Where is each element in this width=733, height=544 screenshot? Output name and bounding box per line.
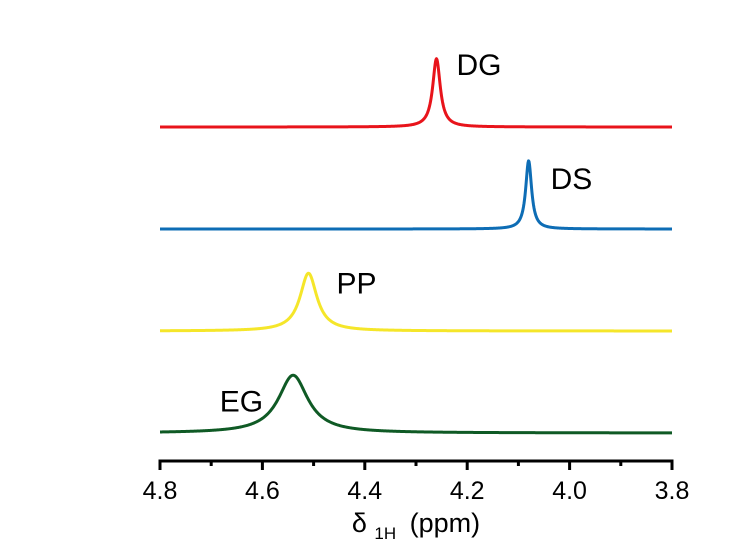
x-axis-title-unit: (ppm): [410, 508, 481, 538]
x-tick-label: 4.6: [245, 477, 280, 505]
x-tick-label: 4.2: [450, 477, 485, 505]
series-line-pp: [159, 271, 673, 333]
x-axis-title-subscript: 1H: [374, 524, 396, 543]
series-line-ds: [159, 159, 673, 231]
series-line-eg: [159, 373, 673, 435]
x-tick-label: 3.8: [655, 477, 690, 505]
x-axis: 4.8 4.6 4.4 4.2 4.0 3.8: [143, 459, 690, 505]
series-layer: [159, 57, 673, 435]
series-label-eg: EG: [220, 385, 263, 418]
x-tick-label: 4.0: [552, 477, 587, 505]
x-tick-label: 4.8: [143, 477, 178, 505]
x-axis-title: δ 1H (ppm): [352, 508, 480, 544]
series-label-layer: DG DS PP EG: [220, 49, 593, 418]
x-tick-label: 4.4: [347, 477, 382, 505]
series-line-dg: [159, 57, 673, 129]
series-label-pp: PP: [337, 267, 377, 300]
series-label-ds: DS: [551, 163, 593, 196]
x-axis-title-symbol: δ: [352, 508, 367, 538]
series-label-dg: DG: [457, 49, 502, 82]
